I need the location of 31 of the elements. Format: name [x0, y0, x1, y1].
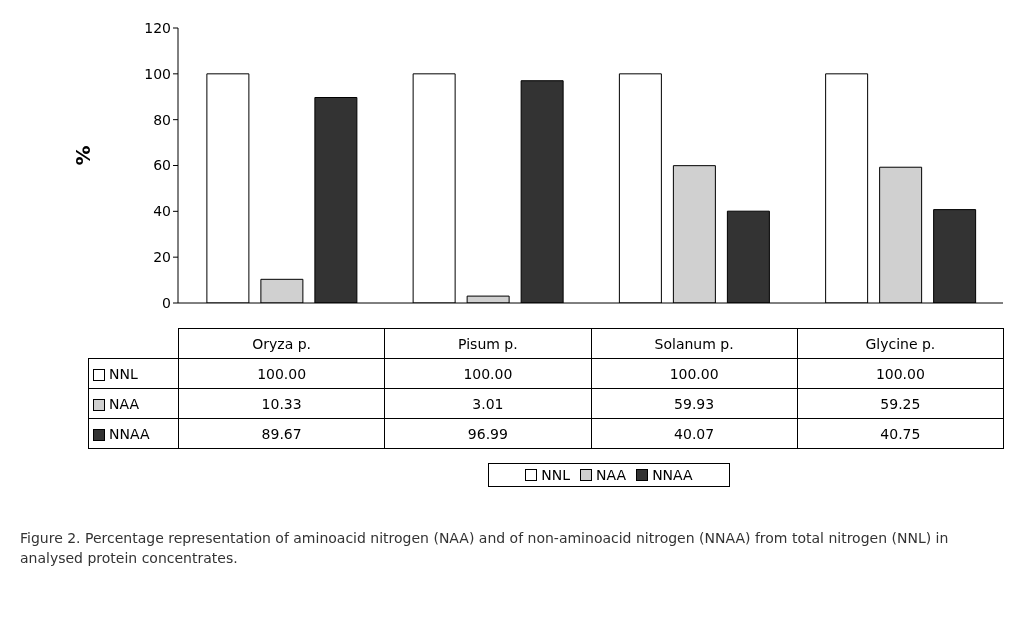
data-label: 3.01 — [384, 388, 591, 419]
x-tick-label: Oryza p. — [178, 328, 385, 359]
text: NAA — [596, 467, 627, 483]
x-tick-label: Solanum p. — [591, 328, 798, 359]
y-tick-label: 80 — [153, 111, 171, 128]
data-label: 100.00 — [591, 358, 798, 389]
y-tick-label: 20 — [153, 249, 171, 266]
x-tick-label: Pisum p. — [384, 328, 591, 359]
caption: Figure 2. Percentage representation of aminoacid nitrogen (NAA) and of non-aminoacid nitrogen (NNAA) from total nitrogen (NNL) in analysed protein concentrates. — [20, 529, 950, 568]
data-label: 59.25 — [797, 388, 1004, 419]
y-axis-title: % — [71, 145, 96, 166]
x-tick-label: Glycine p. — [797, 328, 1004, 359]
y-tick-label: 60 — [153, 157, 171, 174]
y-tick-label: 0 — [162, 294, 171, 311]
y-tick-label: 40 — [153, 203, 171, 220]
data-label: 100.00 — [797, 358, 1004, 389]
data-label: 89.67 — [178, 418, 385, 449]
data-label: 40.75 — [797, 418, 1004, 449]
y-tick-label: 120 — [144, 19, 171, 36]
text: NNAA — [109, 425, 150, 442]
legend-label: NNL — [88, 358, 179, 389]
legend-label: NAA — [88, 388, 179, 419]
data-label: 59.93 — [591, 388, 798, 419]
text: NNL — [541, 467, 571, 483]
data-label: 10.33 — [178, 388, 385, 419]
data-label: 100.00 — [384, 358, 591, 389]
data-label: 96.99 — [384, 418, 591, 449]
data-label: 40.07 — [591, 418, 798, 449]
legend-label: NNAA — [651, 466, 693, 484]
data-label: 100.00 — [178, 358, 385, 389]
y-tick-label: 100 — [144, 65, 171, 82]
